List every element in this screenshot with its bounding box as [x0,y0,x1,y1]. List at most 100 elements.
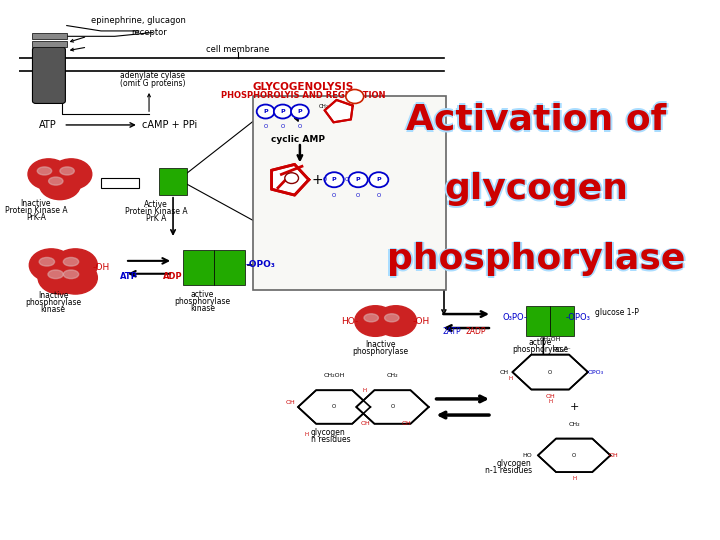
Text: Activation of: Activation of [406,101,667,135]
Text: CH₂OH: CH₂OH [323,373,345,379]
Circle shape [346,90,364,104]
Text: glycogen: glycogen [311,428,346,437]
Bar [32,40,67,47]
Text: PrK A: PrK A [145,214,166,223]
Text: P: P [332,177,336,182]
Text: H: H [363,388,367,393]
Ellipse shape [39,258,55,266]
Text: (omit G proteins): (omit G proteins) [120,79,185,88]
Polygon shape [298,390,370,424]
Text: O: O [377,193,381,198]
Ellipse shape [375,306,416,336]
Text: n-1 residues: n-1 residues [485,467,531,475]
Text: PHOSPHOROLYIS AND REGULATION: PHOSPHOROLYIS AND REGULATION [221,91,386,100]
Circle shape [257,105,274,118]
Bar [214,250,245,285]
Text: active: active [191,289,215,299]
Text: Protein Kinase A: Protein Kinase A [4,206,67,215]
Text: Activation of: Activation of [406,104,667,138]
Text: 2ATP: 2ATP [443,327,461,336]
Text: phosphorylase: phosphorylase [387,244,685,278]
Text: kinase: kinase [190,303,215,313]
Text: glycogen: glycogen [442,172,626,206]
Text: O: O [572,453,576,458]
Text: -OH: -OH [93,263,110,272]
Text: active: active [528,338,552,347]
Text: CH₂: CH₂ [387,373,398,379]
Text: phosphorylase: phosphorylase [512,345,568,354]
Ellipse shape [40,169,81,200]
Text: P: P [280,109,285,114]
Text: n resídues: n resídues [311,435,351,444]
Text: glycogen: glycogen [446,172,631,206]
Ellipse shape [38,261,82,294]
Text: A: A [290,176,293,181]
Text: cell membrane: cell membrane [207,45,270,54]
Text: O: O [332,404,336,409]
Ellipse shape [364,314,379,322]
Text: O: O [264,124,268,129]
Text: OH: OH [285,400,295,405]
Bar [526,306,550,336]
Text: O: O [390,404,395,409]
Ellipse shape [63,258,78,266]
Text: O: O [548,369,552,375]
Text: OH: OH [402,421,412,426]
Text: O: O [323,177,328,182]
Text: -OPO₃: -OPO₃ [565,313,590,322]
Text: O: O [356,193,360,198]
FancyBboxPatch shape [32,47,66,104]
Text: Active: Active [144,200,168,209]
Ellipse shape [63,270,78,279]
Bar [550,306,574,336]
Polygon shape [538,438,611,472]
Circle shape [325,172,343,187]
Circle shape [291,105,309,118]
Text: GLYCOGENOLYSIS: GLYCOGENOLYSIS [253,82,354,92]
Text: OH: OH [608,453,618,458]
Ellipse shape [48,270,63,279]
Circle shape [274,105,292,118]
Text: CH₂OH: CH₂OH [539,338,561,342]
Text: glucose 1-P: glucose 1-P [595,308,639,318]
Text: glycogen: glycogen [444,174,629,208]
Circle shape [285,173,299,184]
Text: glycogen: glycogen [497,459,531,468]
Text: ATP: ATP [40,120,57,130]
Text: phosphorylase: phosphorylase [25,298,81,307]
Text: CH₂: CH₂ [319,104,329,109]
Text: O: O [332,193,336,198]
Text: A: A [353,94,356,99]
Text: 2ADP: 2ADP [466,327,486,336]
Text: Protein Kinase A: Protein Kinase A [125,207,187,216]
Bar [158,168,187,195]
Text: H: H [548,399,552,404]
Text: P: P [356,177,361,182]
Text: O: O [281,124,285,129]
Text: O: O [344,177,348,182]
Text: +: + [570,402,579,412]
Bar [32,32,67,39]
Ellipse shape [53,249,97,281]
Text: PrK-A: PrK-A [26,213,46,222]
Circle shape [369,172,388,187]
Circle shape [348,172,368,187]
Text: adenylate cylase: adenylate cylase [120,71,185,80]
Text: OPO₃: OPO₃ [588,369,604,375]
Text: phosphorylase: phosphorylase [385,242,683,276]
Text: PO₄³⁻: PO₄³⁻ [552,347,571,353]
Text: H: H [508,376,513,381]
Polygon shape [325,100,353,123]
Text: H: H [305,433,309,437]
Polygon shape [513,355,588,389]
Text: -OPO₃: -OPO₃ [245,260,275,269]
Text: epinephrine, glucagon: epinephrine, glucagon [91,16,186,25]
Text: O₃PO-: O₃PO- [502,313,527,322]
Ellipse shape [50,159,91,190]
Text: ATP: ATP [120,272,138,281]
Text: Inactive: Inactive [365,340,395,349]
Text: OH: OH [545,394,555,399]
Text: OH: OH [360,421,370,426]
Text: H: H [572,476,576,481]
Polygon shape [356,390,428,424]
